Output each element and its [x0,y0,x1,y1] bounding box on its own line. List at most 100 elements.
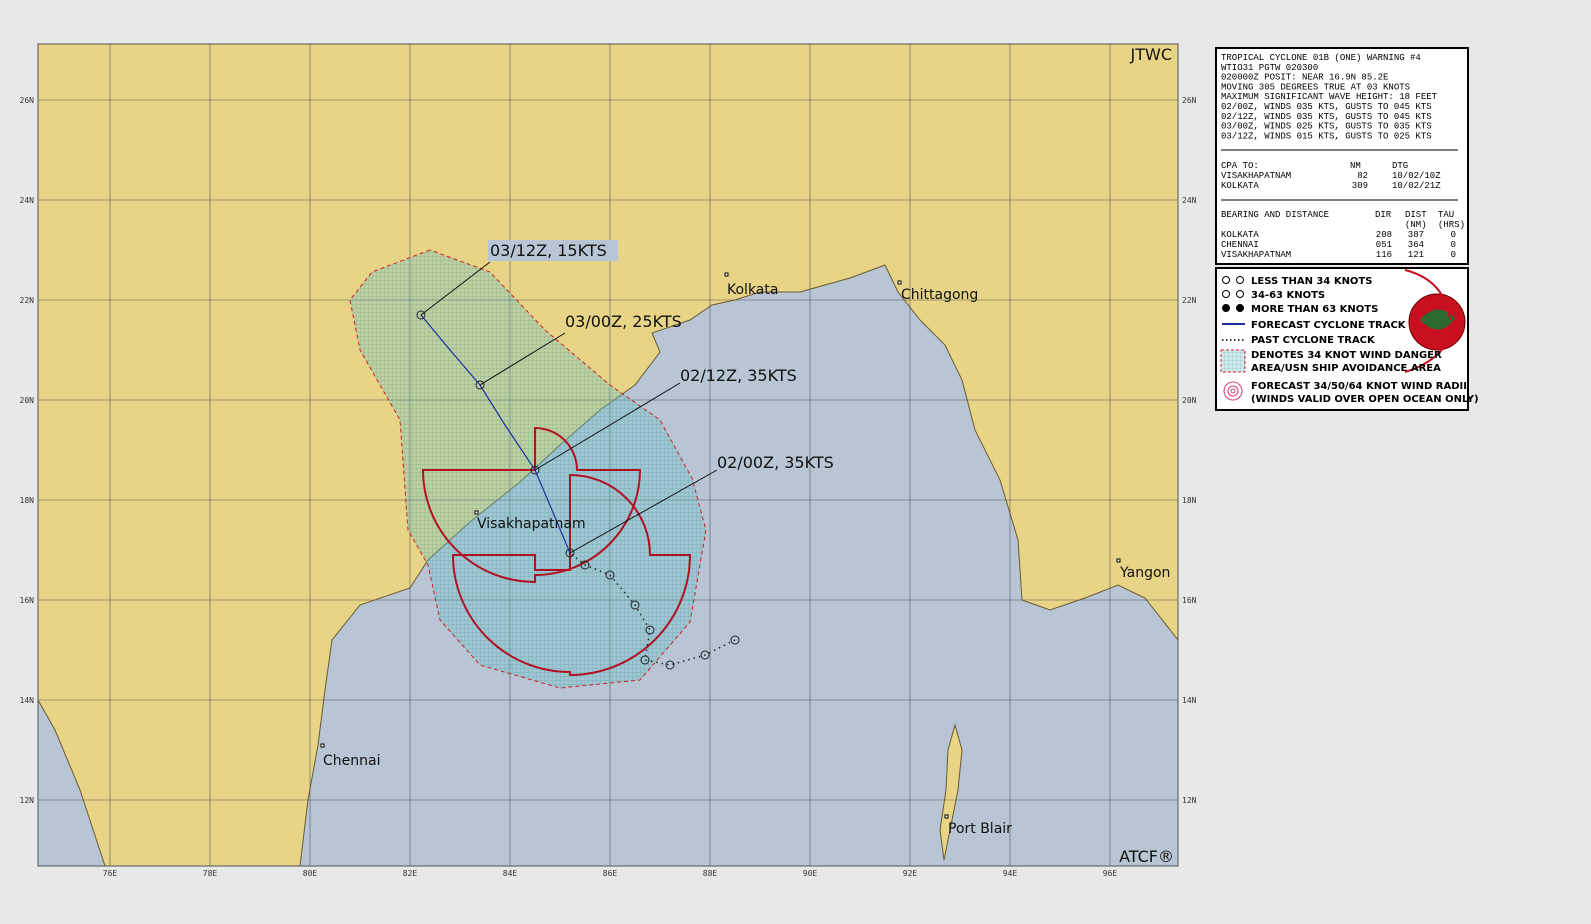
city-label: Port Blair [948,821,1012,837]
bearing-cell: CHENNAI [1221,240,1259,250]
andaman-islands [939,723,963,861]
legend-item: AREA/USN SHIP AVOIDANCE AREA [1251,363,1441,374]
lat-label: 22N [1182,296,1197,305]
city-label: Kolkata [727,282,778,298]
lat-label: 26N [20,96,35,105]
warning-line: TROPICAL CYCLONE 01B (ONE) WARNING #4 [1221,53,1421,63]
legend-item: PAST CYCLONE TRACK [1251,335,1376,346]
lon-label: 86E [603,869,618,878]
bearing-cell: 116 [1376,250,1392,260]
cpa-cell: KOLKATA [1221,181,1259,191]
warning-line: MAXIMUM SIGNIFICANT WAVE HEIGHT: 18 FEET [1221,92,1438,102]
forecast-label: 02/00Z, 35KTS [717,453,834,472]
bearing-cell: 0 [1451,230,1456,240]
warning-line: 02/00Z, WINDS 035 KTS, GUSTS TO 045 KTS [1221,102,1432,112]
bearing-cell: 364 [1408,240,1424,250]
leader-lines [420,261,718,554]
bearing-header: DIR [1375,210,1392,220]
lon-label: 82E [403,869,418,878]
tick-labels: 76E 78E 80E 82E 84E 86E 88E 90E 92E 94E 96E 26N 26N 2… [20,96,1197,878]
cpa-header: NM [1350,161,1361,171]
bearing-header: BEARING AND DISTANCE [1221,210,1329,220]
lat-label: 20N [1182,396,1197,405]
warning-line: 03/00Z, WINDS 025 KTS, GUSTS TO 035 KTS [1221,122,1432,132]
city-label: Visakhapatnam [477,516,586,532]
lat-label: 24N [1182,196,1197,205]
lat-label: 22N [20,296,35,305]
cpa-cell: VISAKHAPATNAM [1221,171,1291,181]
warning-box [1215,47,1469,265]
cpa-cell: 10/02/21Z [1392,181,1441,191]
lon-label: 92E [903,869,918,878]
lon-label: 84E [503,869,518,878]
lat-label: 16N [1182,596,1197,605]
city-label: Chennai [323,753,380,769]
city-label: Yangon [1119,565,1170,581]
legend-item: FORECAST CYCLONE TRACK [1251,320,1407,331]
warning-line: 020000Z POSIT: NEAR 16.9N 85.2E [1221,73,1388,83]
lat-label: 20N [20,396,35,405]
lat-label: 12N [1182,796,1197,805]
forecast-track [420,314,571,554]
legend-item: DENOTES 34 KNOT WIND DANGER [1251,350,1442,361]
map: 03/12Z, 15KTS 03/00Z, 25KTS 02/12Z, 35KT… [38,44,1178,866]
bearing-cell: 0 [1451,240,1456,250]
track-points [416,310,740,670]
cpa-cell: 309 [1352,181,1368,191]
legend-symbols [1220,269,1466,401]
forecast-label: 03/00Z, 25KTS [565,312,682,331]
lat-label: 16N [20,596,35,605]
forecast-label: 03/12Z, 15KTS [490,241,607,260]
bearing-header: TAU [1438,210,1454,220]
cpa-header: DTG [1392,161,1408,171]
legend-item: LESS THAN 34 KNOTS [1251,276,1372,287]
forecast-label: 02/12Z, 35KTS [680,366,797,385]
lat-label: 24N [20,196,35,205]
warning-line: WTIO31 PGTW 020300 [1221,63,1318,73]
warning-line: MOVING 305 DEGREES TRUE AT 03 KNOTS [1221,82,1410,92]
lat-label: 18N [20,496,35,505]
cpa-header: CPA TO: [1221,161,1259,171]
lat-label: 14N [20,696,35,705]
bearing-cell: 208 [1376,230,1392,240]
lat-label: 14N [1182,696,1197,705]
lon-label: 88E [703,869,718,878]
bearing-cell: 0 [1451,250,1456,260]
lon-label: 78E [203,869,218,878]
legend-item: 34-63 KNOTS [1251,290,1325,301]
lon-label: 80E [303,869,318,878]
lat-label: 12N [20,796,35,805]
label-bg [488,240,618,261]
bearing-cell: VISAKHAPATNAM [1221,250,1291,260]
legend-item: MORE THAN 63 KNOTS [1251,304,1378,315]
legend-item: (WINDS VALID OVER OPEN OCEAN ONLY) [1251,394,1479,405]
bearing-subheader: (NM) [1405,220,1427,230]
warning-line: 02/12Z, WINDS 035 KTS, GUSTS TO 045 KTS [1221,112,1432,122]
lon-label: 76E [103,869,118,878]
legend-item: FORECAST 34/50/64 KNOT WIND RADII [1251,381,1467,392]
bearing-subheader: (HRS) [1438,220,1465,230]
legend-text: LESS THAN 34 KNOTS 34-63 KNOTS MORE THAN 6… [1251,276,1479,405]
cpa-cell: 10/02/10Z [1392,171,1441,181]
lon-label: 94E [1003,869,1018,878]
lon-label: 96E [1103,869,1118,878]
wind-radii-02-00z [451,473,692,677]
bearing-cell: 051 [1376,240,1392,250]
city-dots [320,272,1121,819]
lon-label: 90E [803,869,818,878]
map-frame [37,43,1179,867]
atcf-label: ATCF® [1119,847,1174,866]
lat-label: 18N [1182,496,1197,505]
lat-label: 26N [1182,96,1197,105]
cpa-cell: 82 [1357,171,1368,181]
arabian-sea [38,698,106,866]
warning-line: 03/12Z, WINDS 015 KTS, GUSTS TO 025 KTS [1221,131,1432,141]
warning-text: TROPICAL CYCLONE 01B (ONE) WARNING #4WTI… [1221,53,1465,260]
bearing-header: DIST [1405,210,1427,220]
bearing-cell: 121 [1408,250,1424,260]
bearing-cell: KOLKATA [1221,230,1259,240]
agency-label: JTWC [1130,45,1172,64]
city-label: Chittagong [901,287,978,303]
